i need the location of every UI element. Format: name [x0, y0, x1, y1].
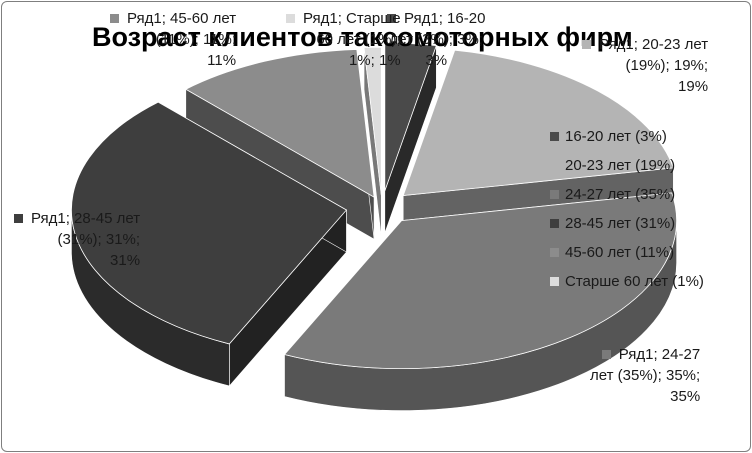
legend-item: 28-45 лет (31%): [546, 209, 746, 238]
data-label-line: Ряд1; 16-20: [387, 8, 485, 29]
data-label-line: 19%: [582, 76, 708, 97]
pie-slice-top: [184, 49, 375, 198]
legend-swatch: [550, 219, 559, 228]
data-label-swatch: [286, 14, 295, 23]
legend-label: Старше 60 лет (1%): [565, 273, 704, 290]
data-label-text: 35%: [670, 388, 701, 405]
data-label-line: 60 лет (1%);: [286, 29, 401, 50]
legend-swatch: [550, 132, 559, 141]
data-label-swatch: [601, 350, 611, 359]
data-label-line: 35%: [590, 386, 700, 407]
legend-item: 16-20 лет (3%): [546, 122, 746, 151]
data-label-line: 31%: [14, 250, 140, 271]
data-label-swatch: [14, 214, 23, 223]
pie-slice-top: [363, 46, 382, 196]
data-label-line: 3%: [387, 50, 485, 71]
data-label-text: (31%); 31%;: [57, 231, 141, 248]
legend-swatch: [550, 248, 559, 257]
data-label-text: Ряд1; Старше: [303, 10, 401, 27]
data-label-6: Ряд1; Старше 60 лет (1%); 1%; 1%: [286, 8, 401, 71]
data-label-swatch: [387, 14, 396, 23]
legend-item: 20-23 лет (19%): [546, 151, 746, 180]
data-label-line: (31%); 31%;: [14, 229, 141, 250]
data-label-swatch: [110, 14, 119, 23]
data-label-text: 11%: [207, 52, 237, 69]
data-label-text: лет (35%); 35%;: [590, 367, 701, 384]
legend-label: 20-23 лет (19%): [565, 157, 676, 174]
legend-swatch: [550, 277, 559, 286]
pie-slice-6: [363, 46, 382, 238]
legend-label: 28-45 лет (31%): [565, 215, 676, 232]
data-label-text: Ряд1; 24-27: [618, 346, 701, 363]
data-label-swatch: [582, 40, 591, 49]
legend-item: Старше 60 лет (1%): [546, 267, 746, 296]
data-label-5: Ряд1; 45-60 лет (11%); 11%; 11%: [110, 8, 236, 71]
legend-label: 45-60 лет (11%): [565, 244, 675, 261]
legend: 16-20 лет (3%) 20-23 лет (19%) 24-27 лет (…: [546, 122, 746, 296]
data-label-text: Ряд1; 28-45 лет: [31, 210, 141, 227]
data-label-text: лет (3%); 3%;: [389, 31, 483, 48]
data-label-text: (19%); 19%;: [625, 57, 709, 74]
data-label-text: 31%: [110, 252, 141, 269]
pie-slice-3: [283, 192, 677, 411]
legend-item: 45-60 лет (11%): [546, 238, 746, 267]
data-label-line: 11%: [110, 50, 236, 71]
data-label-1: Ряд1; 16-20 лет (3%); 3%; 3%: [387, 8, 485, 71]
data-label-text: 19%: [678, 78, 709, 95]
pie-slice-top: [402, 49, 674, 197]
legend-swatch: [550, 190, 559, 199]
data-label-text: 3%: [425, 52, 448, 69]
data-label-line: лет (35%); 35%;: [590, 365, 700, 386]
data-label-line: (11%); 11%;: [110, 29, 236, 50]
data-label-text: (11%); 11%;: [155, 31, 237, 48]
data-label-line: (19%); 19%;: [582, 55, 709, 76]
data-label-text: 1%; 1%: [348, 52, 401, 69]
data-label-line: Ряд1; Старше: [286, 8, 401, 29]
data-label-line: Ряд1; 20-23 лет: [582, 34, 708, 55]
legend-swatch: [550, 161, 559, 170]
pie-slice-4: [71, 101, 348, 387]
data-label-text: Ряд1; 20-23 лет: [599, 36, 709, 53]
pie-slice-top: [384, 42, 437, 192]
data-label-line: Ряд1; 45-60 лет: [110, 8, 236, 29]
data-label-4: Ряд1; 28-45 лет (31%); 31%; 31%: [14, 208, 140, 271]
legend-label: 16-20 лет (3%): [565, 128, 667, 145]
pie-slice-top: [71, 101, 348, 345]
pie-slice-1: [384, 42, 437, 234]
legend-label: 24-27 лет (35%): [565, 186, 676, 203]
data-label-text: Ряд1; 45-60 лет: [127, 10, 237, 27]
data-label-text: 60 лет (1%);: [316, 31, 401, 48]
data-label-line: Ряд1; 24-27: [590, 344, 700, 365]
data-label-3: Ряд1; 24-27 лет (35%); 35%; 35%: [590, 344, 700, 407]
data-label-2: Ряд1; 20-23 лет (19%); 19%; 19%: [582, 34, 708, 97]
pie-slice-top: [283, 192, 677, 370]
data-label-text: Ряд1; 16-20: [404, 10, 486, 27]
legend-item: 24-27 лет (35%): [546, 180, 746, 209]
data-label-line: Ряд1; 28-45 лет: [14, 208, 140, 229]
chart-title: Возраст клиентов таксомоторных фирм: [92, 22, 633, 52]
data-label-line: лет (3%); 3%;: [387, 29, 485, 50]
data-label-line: 1%; 1%: [286, 50, 401, 71]
